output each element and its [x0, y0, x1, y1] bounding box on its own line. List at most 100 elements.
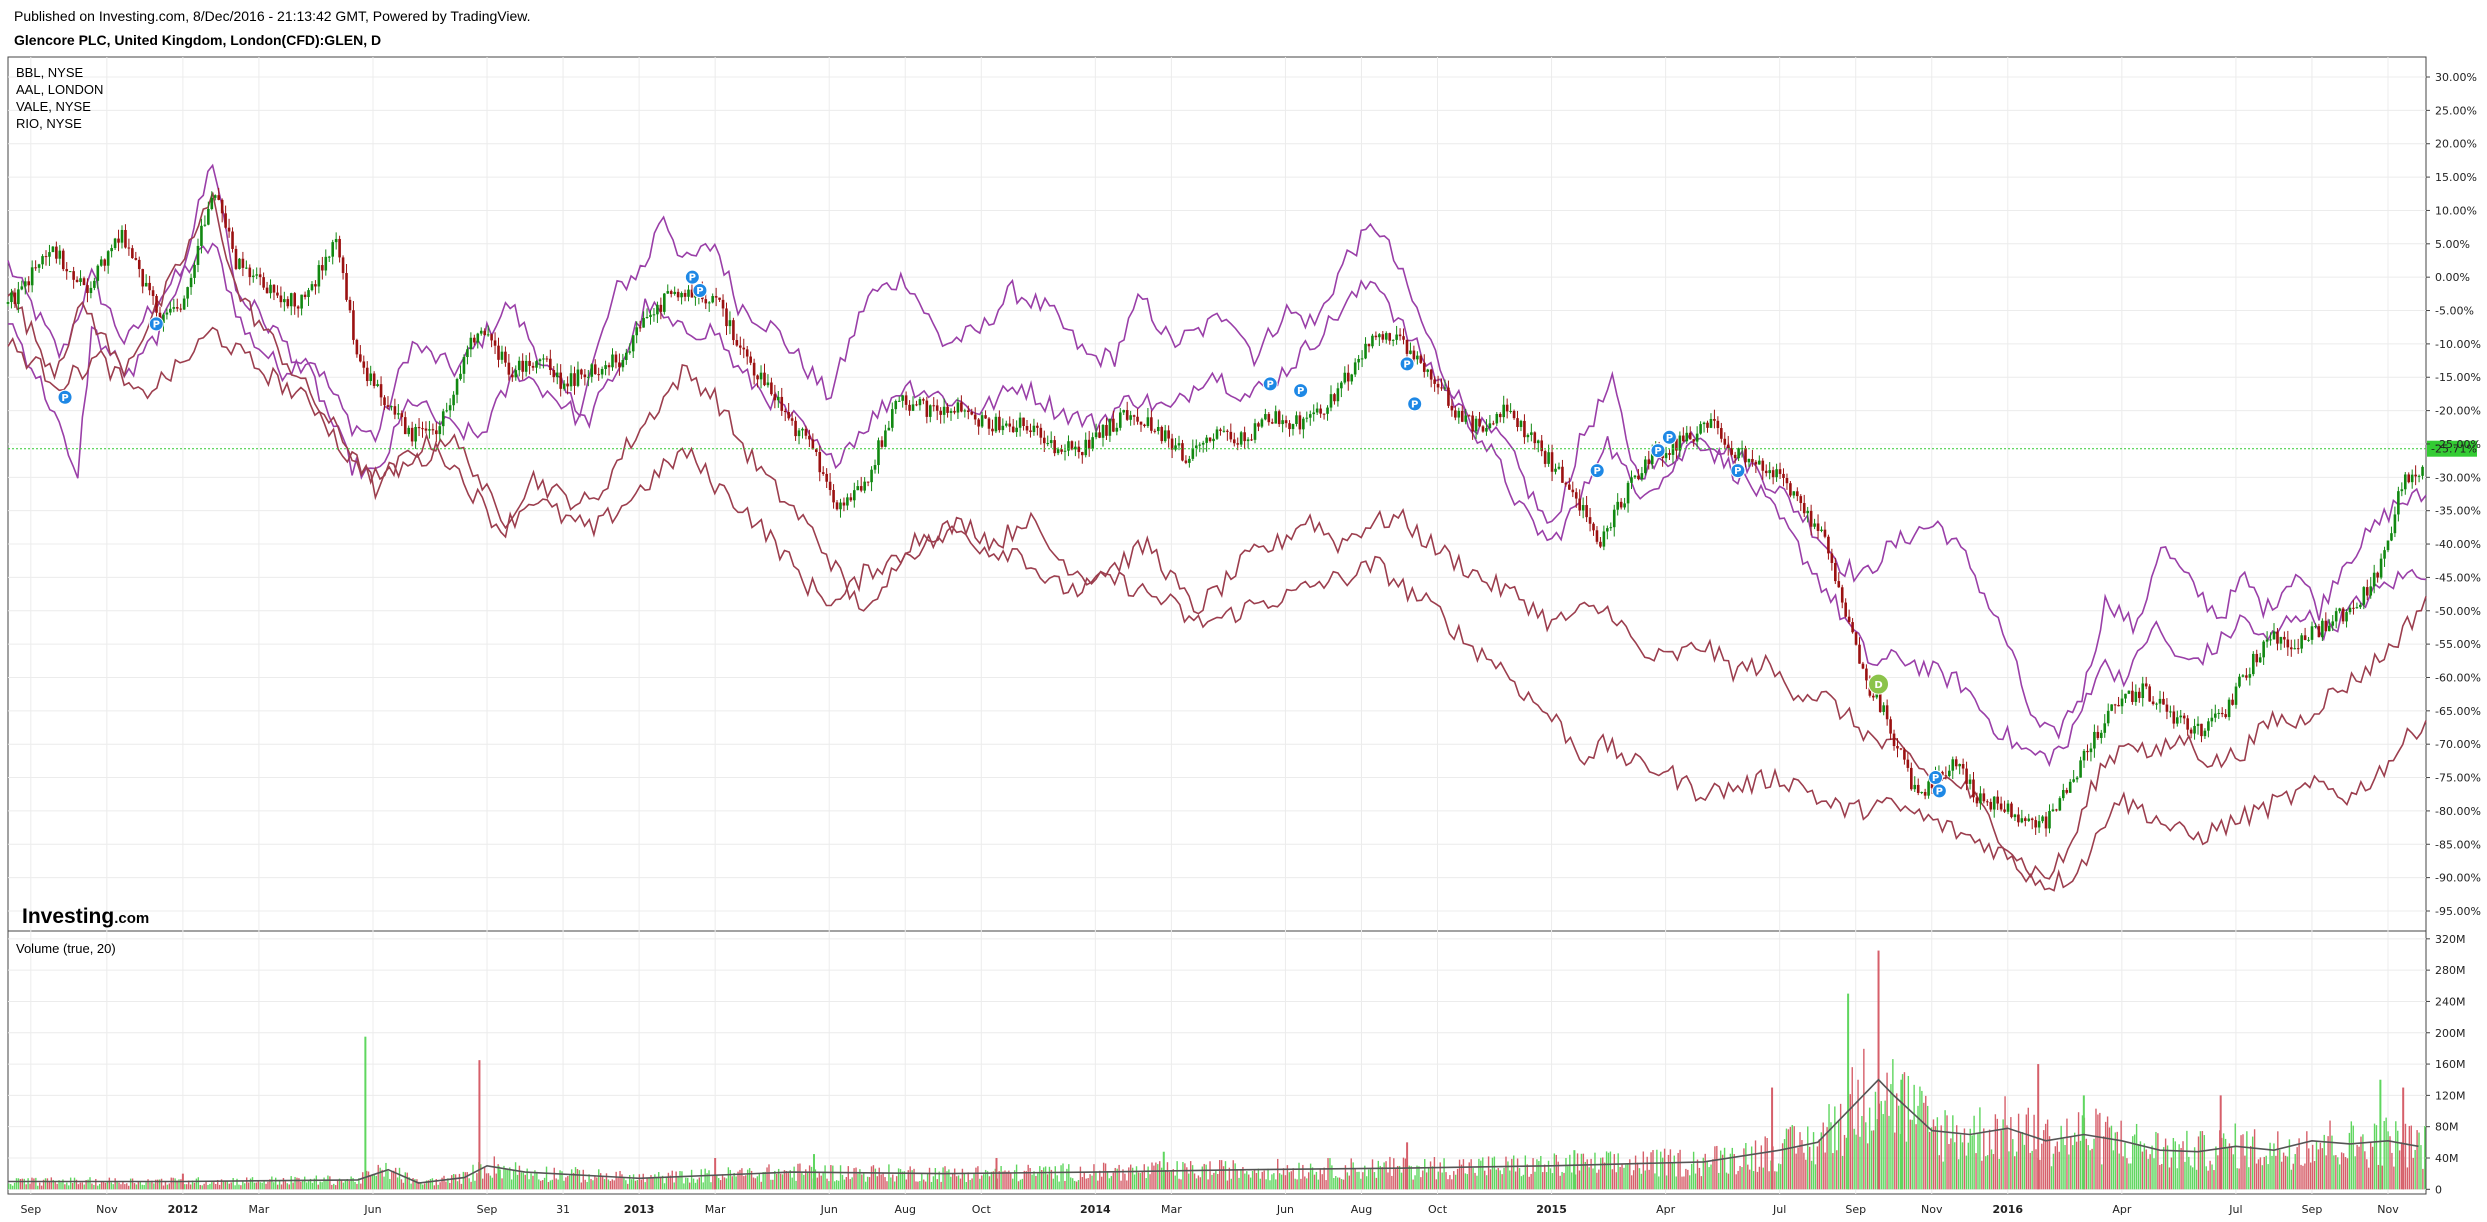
candle-body: [1827, 536, 1830, 554]
volume-bar: [2193, 1147, 2196, 1190]
event-marker-dot[interactable]: [684, 269, 700, 285]
volume-bar: [2342, 1153, 2345, 1190]
volume-bar: [766, 1167, 768, 1190]
volume-bar: [1543, 1164, 1546, 1190]
volume-bar: [1913, 1084, 1915, 1190]
candle-body: [1751, 458, 1754, 462]
volume-bar: [1257, 1168, 1260, 1190]
volume-bar: [590, 1178, 592, 1190]
event-marker-dot[interactable]: [1730, 463, 1746, 479]
volume-bar: [487, 1173, 490, 1190]
volume-bar: [1868, 1107, 1871, 1190]
volume-bar: [2203, 1135, 2206, 1190]
volume-spike-bar: [2402, 1087, 2405, 1190]
event-marker-dot[interactable]: [1931, 783, 1947, 799]
volume-bar: [1774, 1171, 1776, 1190]
volume-bar: [683, 1183, 685, 1190]
volume-bar: [1646, 1156, 1648, 1190]
event-marker-dot[interactable]: [1589, 463, 1605, 479]
volume-bar: [1222, 1166, 1225, 1190]
candle-body: [1326, 407, 1329, 414]
volume-bar: [336, 1179, 339, 1190]
event-marker-dot[interactable]: [1407, 396, 1423, 412]
volume-bar: [1230, 1178, 1233, 1190]
volume-bar: [1605, 1151, 1608, 1190]
candle-body: [1025, 426, 1029, 431]
candle-body: [110, 248, 113, 252]
volume-bar: [2068, 1154, 2070, 1190]
volume-bar: [126, 1183, 128, 1190]
candle-body: [1402, 336, 1405, 340]
volume-bar: [356, 1183, 358, 1190]
volume-bar: [2015, 1151, 2018, 1190]
candle-body: [1813, 523, 1816, 527]
volume-bar: [1534, 1171, 1536, 1190]
event-marker-dot[interactable]: [1293, 383, 1309, 399]
candle-body: [68, 271, 72, 273]
event-marker-dot[interactable]: [1262, 376, 1278, 392]
candle-body: [707, 302, 711, 304]
volume-bar: [2209, 1160, 2211, 1190]
volume-bar: [13, 1182, 16, 1190]
volume-bar: [2327, 1136, 2329, 1190]
candle-body: [2003, 809, 2006, 812]
volume-bar: [1201, 1166, 1203, 1190]
candle-body: [2203, 730, 2207, 737]
candle-body: [1747, 458, 1751, 463]
candle-body: [1692, 439, 1695, 442]
dividend-marker-dot[interactable]: [1868, 673, 1890, 695]
volume-bar: [630, 1179, 633, 1190]
candle-body: [1295, 415, 1298, 425]
volume-bar: [2073, 1132, 2076, 1190]
volume-bar: [199, 1184, 201, 1190]
candle-body: [345, 273, 348, 300]
volume-spike-bar: [364, 1036, 367, 1190]
volume-bar: [2176, 1168, 2178, 1190]
volume-bar: [1037, 1173, 1039, 1190]
event-marker-dot[interactable]: [57, 389, 73, 405]
volume-bar: [2195, 1169, 2198, 1190]
candle-body: [93, 280, 96, 288]
candle-body: [583, 374, 587, 378]
volume-bar: [1412, 1179, 1414, 1190]
candle-body: [1422, 362, 1426, 372]
candle-body: [663, 293, 666, 312]
volume-bar: [2159, 1164, 2161, 1190]
volume-tick-label: 120M: [2435, 1089, 2466, 1102]
candle-body: [752, 362, 756, 376]
event-marker-dot[interactable]: [692, 283, 708, 299]
volume-bar: [276, 1184, 279, 1190]
volume-bar: [1377, 1160, 1380, 1190]
volume-bar: [2054, 1146, 2057, 1190]
candle-body: [618, 362, 621, 368]
event-marker-dot[interactable]: [1650, 443, 1666, 459]
volume-bar: [1507, 1161, 1509, 1190]
logo-suffix: .com: [114, 910, 149, 927]
volume-bar: [2321, 1148, 2324, 1190]
volume-bar: [640, 1179, 643, 1190]
candle-body: [1716, 420, 1720, 429]
volume-bar: [1114, 1167, 1116, 1190]
candle-body: [1215, 429, 1219, 439]
candle-body: [1516, 418, 1519, 428]
volume-bar: [578, 1170, 581, 1190]
candle-body: [124, 229, 127, 248]
event-marker-dot[interactable]: [148, 316, 164, 332]
candle-body: [1543, 451, 1547, 464]
event-marker-dot[interactable]: [1661, 429, 1677, 445]
candle-body: [55, 246, 58, 259]
candle-body: [58, 250, 62, 259]
volume-bar: [1292, 1168, 1294, 1190]
event-marker-dot[interactable]: [1399, 356, 1415, 372]
candle-body: [1226, 430, 1229, 432]
candle-body: [435, 430, 438, 435]
volume-label: Volume (true, 20): [16, 941, 116, 956]
candle-body: [1188, 458, 1191, 463]
volume-bar: [2397, 1130, 2399, 1190]
volume-bar: [1284, 1175, 1287, 1190]
volume-bar: [19, 1179, 22, 1190]
candle-body: [1533, 432, 1537, 444]
volume-spike-bar: [1406, 1142, 1409, 1190]
